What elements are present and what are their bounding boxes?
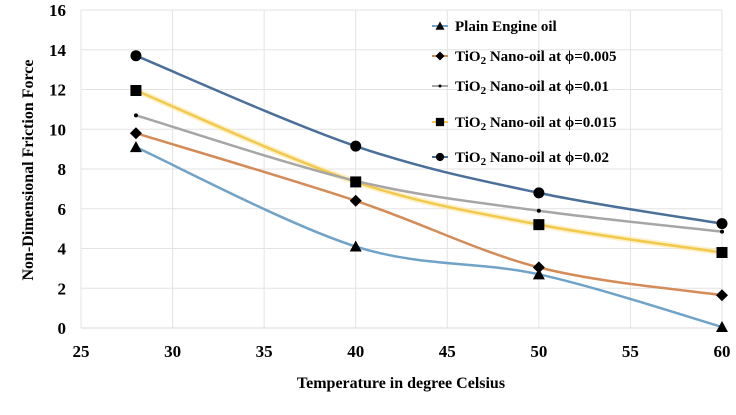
y-tick-label: 6 [58, 200, 67, 219]
series-lines [134, 54, 723, 329]
legend-item: TiO2 Nano-oil at ϕ=0.005 [432, 49, 617, 67]
y-tick-label: 12 [49, 81, 66, 100]
legend-label-text: TiO [455, 79, 481, 95]
legend-label-text: TiO [455, 150, 481, 166]
x-tick-label: 30 [164, 342, 181, 361]
data-point [350, 140, 362, 152]
y-tick-label: 2 [58, 279, 67, 298]
y-axis-title: Non-Dimensional Friction Force [20, 59, 37, 280]
series-line-3 [135, 114, 723, 233]
legend-label: TiO2 Nano-oil at ϕ=0.015 [455, 115, 617, 133]
legend-label: TiO2 Nano-oil at ϕ=0.005 [455, 49, 617, 67]
data-point [350, 176, 362, 188]
data-point [349, 240, 362, 252]
legend-marker [435, 51, 445, 61]
data-point [716, 218, 728, 230]
legend-label-text: Nano-oil at ϕ=0.01 [486, 79, 609, 95]
data-point [133, 113, 138, 118]
data-point [349, 194, 362, 207]
data-point [716, 246, 728, 258]
legend-label-text: Nano-oil at ϕ=0.005 [486, 49, 616, 65]
data-point [130, 50, 142, 62]
x-tick-label: 50 [530, 342, 547, 361]
legend-label-text: Nano-oil at ϕ=0.02 [486, 150, 609, 166]
grid [80, 9, 723, 329]
legend-item: TiO2 Nano-oil at ϕ=0.01 [432, 79, 609, 97]
data-point [536, 208, 541, 213]
y-tick-label: 10 [49, 120, 66, 139]
x-tick-label: 40 [347, 342, 364, 361]
data-point [533, 219, 545, 231]
legend-label: Plain Engine oil [455, 19, 557, 35]
x-tick-label: 60 [714, 342, 731, 361]
y-tick-label: 4 [58, 240, 67, 259]
series-line-5 [135, 54, 723, 225]
y-tick-label: 8 [58, 160, 67, 179]
x-axis-title: Temperature in degree Celsius [297, 375, 505, 392]
x-axis-ticks: 25 30 35 40 45 50 55 60 [73, 342, 731, 361]
data-point [532, 268, 545, 280]
legend-item: TiO2 Nano-oil at ϕ=0.015 [432, 115, 617, 133]
x-tick-label: 55 [622, 342, 639, 361]
legend-label-text: TiO [455, 115, 481, 131]
data-point [129, 141, 142, 153]
y-axis-ticks: 0 2 4 6 8 10 12 14 16 [49, 1, 67, 338]
x-tick-label: 35 [256, 342, 273, 361]
series-line-1 [135, 145, 723, 329]
y-tick-label: 0 [58, 319, 67, 338]
data-point [720, 229, 724, 234]
legend-marker [435, 21, 445, 30]
data-point [533, 187, 545, 199]
legend-label: TiO2 Nano-oil at ϕ=0.01 [455, 79, 609, 97]
series-line-2 [135, 132, 723, 297]
y-tick-label: 14 [49, 41, 67, 60]
data-point [716, 321, 728, 333]
legend-marker [438, 84, 442, 88]
legend-label-subscript: 2 [481, 156, 487, 168]
legend-label-text: Nano-oil at ϕ=0.015 [486, 115, 616, 131]
legend-label-subscript: 2 [481, 121, 487, 133]
legend-item: TiO2 Nano-oil at ϕ=0.02 [432, 150, 609, 168]
data-point [129, 127, 142, 140]
legend-item: Plain Engine oil [432, 19, 557, 35]
x-tick-label: 45 [439, 342, 456, 361]
y-tick-label: 16 [49, 1, 66, 20]
series-markers [129, 50, 728, 333]
legend-marker [435, 152, 445, 162]
data-point [716, 289, 728, 302]
legend-marker [435, 117, 445, 127]
legend-label: TiO2 Nano-oil at ϕ=0.02 [455, 150, 609, 168]
legend-label-subscript: 2 [481, 55, 487, 67]
data-point [532, 261, 545, 274]
data-point [130, 84, 142, 96]
legend-label-subscript: 2 [481, 85, 487, 97]
x-tick-label: 25 [73, 342, 90, 361]
legend-label-text: Plain Engine oil [455, 19, 557, 35]
legend-label-text: TiO [455, 49, 481, 65]
series-line-4 [135, 89, 723, 254]
